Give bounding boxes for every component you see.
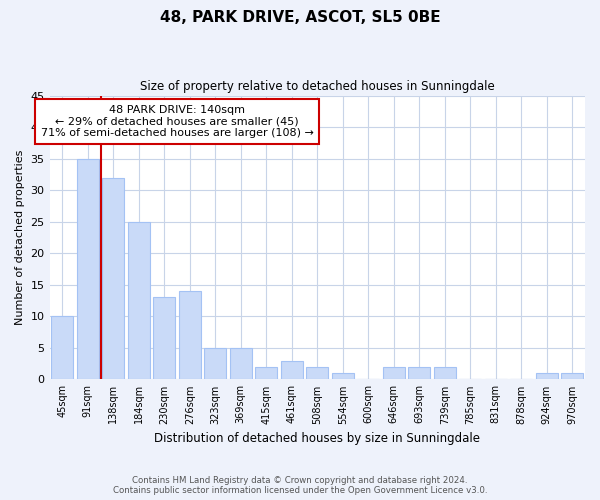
Text: Contains HM Land Registry data © Crown copyright and database right 2024.
Contai: Contains HM Land Registry data © Crown c… [113,476,487,495]
Text: 48 PARK DRIVE: 140sqm
← 29% of detached houses are smaller (45)
71% of semi-deta: 48 PARK DRIVE: 140sqm ← 29% of detached … [41,105,313,138]
Bar [205,348,226,380]
Bar [307,367,328,380]
Bar [434,367,455,380]
Bar [128,222,149,380]
Bar [383,367,404,380]
Bar [281,360,302,380]
Y-axis label: Number of detached properties: Number of detached properties [15,150,25,325]
Bar [103,178,124,380]
X-axis label: Distribution of detached houses by size in Sunningdale: Distribution of detached houses by size … [154,432,480,445]
Text: 48, PARK DRIVE, ASCOT, SL5 0BE: 48, PARK DRIVE, ASCOT, SL5 0BE [160,10,440,25]
Bar [77,158,98,380]
Bar [230,348,251,380]
Bar [52,316,73,380]
Bar [332,373,353,380]
Bar [154,298,175,380]
Bar [256,367,277,380]
Bar [536,373,557,380]
Bar [562,373,583,380]
Bar [409,367,430,380]
Title: Size of property relative to detached houses in Sunningdale: Size of property relative to detached ho… [140,80,494,93]
Bar [179,291,200,380]
